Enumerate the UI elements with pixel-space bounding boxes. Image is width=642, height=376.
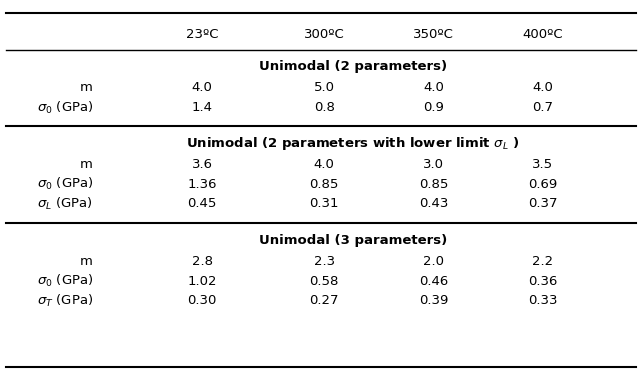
Text: $\sigma_0$ (GPa): $\sigma_0$ (GPa) [37,273,93,289]
Text: 5.0: 5.0 [314,82,334,94]
Text: 0.37: 0.37 [528,197,557,210]
Text: 0.31: 0.31 [309,197,339,210]
Text: 1.4: 1.4 [192,101,213,114]
Text: 0.30: 0.30 [187,294,217,307]
Text: 2.2: 2.2 [532,255,553,268]
Text: m: m [80,158,93,171]
Text: 4.0: 4.0 [532,82,553,94]
Text: 3.5: 3.5 [532,158,553,171]
Text: 4.0: 4.0 [423,82,444,94]
Text: $\sigma_T$ (GPa): $\sigma_T$ (GPa) [37,293,93,309]
Text: 0.9: 0.9 [423,101,444,114]
Text: 350ºC: 350ºC [413,28,454,41]
Text: 0.45: 0.45 [187,197,217,210]
Text: m: m [80,255,93,268]
Text: 2.0: 2.0 [423,255,444,268]
Text: Unimodal (3 parameters): Unimodal (3 parameters) [259,234,447,247]
Text: 0.8: 0.8 [314,101,334,114]
Text: 0.36: 0.36 [528,275,557,288]
Text: 0.58: 0.58 [309,275,339,288]
Text: 1.36: 1.36 [187,178,217,191]
Text: 0.7: 0.7 [532,101,553,114]
Text: 300ºC: 300ºC [304,28,345,41]
Text: 0.43: 0.43 [419,197,448,210]
Text: $\sigma_L$ (GPa): $\sigma_L$ (GPa) [37,196,93,212]
Text: 0.85: 0.85 [419,178,448,191]
Text: 23ºC: 23ºC [186,28,218,41]
Text: $\sigma_0$ (GPa): $\sigma_0$ (GPa) [37,176,93,192]
Text: 0.39: 0.39 [419,294,448,307]
Text: 3.6: 3.6 [192,158,213,171]
Text: m: m [80,82,93,94]
Text: 0.46: 0.46 [419,275,448,288]
Text: 2.8: 2.8 [192,255,213,268]
Text: 0.33: 0.33 [528,294,557,307]
Text: 0.69: 0.69 [528,178,557,191]
Text: Unimodal (2 parameters with lower limit $\sigma_L$ ): Unimodal (2 parameters with lower limit … [186,135,520,152]
Text: 4.0: 4.0 [192,82,213,94]
Text: $\sigma_0$ (GPa): $\sigma_0$ (GPa) [37,100,93,115]
Text: 1.02: 1.02 [187,275,217,288]
Text: Unimodal (2 parameters): Unimodal (2 parameters) [259,60,447,73]
Text: 3.0: 3.0 [423,158,444,171]
Text: 0.85: 0.85 [309,178,339,191]
Text: 0.27: 0.27 [309,294,339,307]
Text: 4.0: 4.0 [314,158,334,171]
Text: 400ºC: 400ºC [522,28,563,41]
Text: 2.3: 2.3 [314,255,334,268]
